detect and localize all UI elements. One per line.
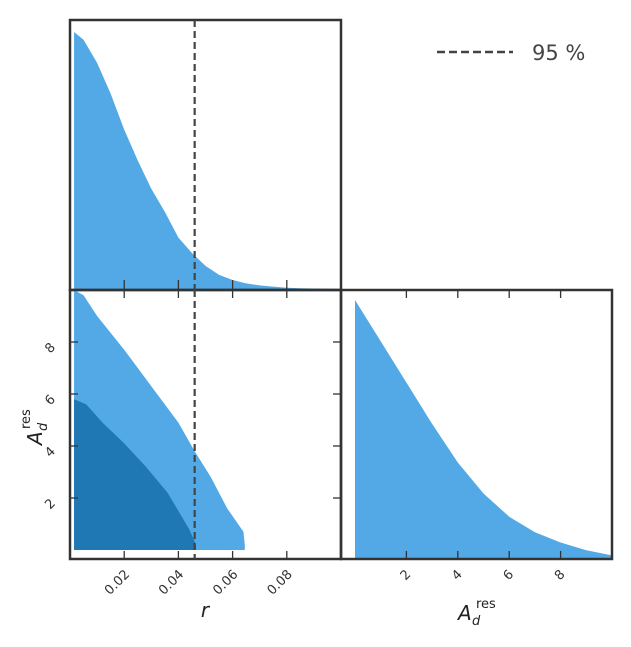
legend: 95 % xyxy=(437,41,585,65)
ad-x-label-sup: res xyxy=(476,597,496,612)
ad-x-label-base: A xyxy=(456,601,472,625)
ad-marginal-area xyxy=(355,300,612,558)
r-tick-label: 0.06 xyxy=(210,567,241,598)
joint-ticks xyxy=(70,290,341,559)
ad-marginal-frame xyxy=(339,288,614,561)
ad-y-tick-label: 8 xyxy=(42,340,58,356)
r-marginal-panel xyxy=(68,18,343,292)
r-tick-label: 0.04 xyxy=(156,567,187,598)
r-axis-label: r xyxy=(201,598,211,622)
ad-x-axis-label: A d res xyxy=(456,597,496,629)
joint-panel xyxy=(68,288,343,561)
ad-x-tick-label: 4 xyxy=(449,567,465,583)
joint-inner-region xyxy=(74,399,197,550)
ad-x-tick-label: 8 xyxy=(552,567,568,583)
r-tick-label: 0.02 xyxy=(102,567,133,598)
r-tick-labels: 0.02 0.04 0.06 0.08 xyxy=(102,567,296,598)
ad-ticks xyxy=(405,290,562,559)
ad-y-tick-label: 4 xyxy=(42,444,58,460)
r-top-ticks xyxy=(123,280,288,290)
r-tick-label: 0.08 xyxy=(265,567,296,598)
r-marginal-area xyxy=(74,32,341,289)
ad-x-tick-labels: 2 4 6 8 xyxy=(398,567,569,583)
ad-y-label-base: A xyxy=(23,431,47,447)
ad-y-tick-label: 6 xyxy=(42,392,58,408)
legend-label: 95 % xyxy=(532,41,585,65)
ad-y-label-sub: d xyxy=(36,422,51,431)
ad-x-tick-label: 6 xyxy=(501,567,517,583)
ad-x-label-sub: d xyxy=(472,614,481,629)
ad-y-axis-label: A d res xyxy=(19,409,51,447)
ad-y-label-sup: res xyxy=(19,409,34,429)
ad-marginal-panel xyxy=(339,288,614,561)
ad-x-tick-label: 2 xyxy=(398,567,414,583)
ad-y-tick-label: 2 xyxy=(42,496,58,512)
